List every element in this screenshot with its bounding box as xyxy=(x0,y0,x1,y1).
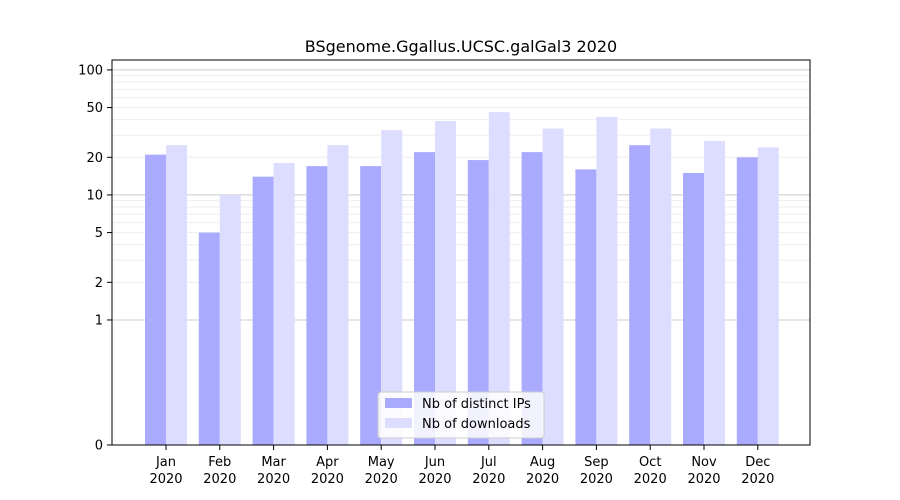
y-tick-label: 1 xyxy=(95,313,103,328)
x-tick-year: 2020 xyxy=(472,472,505,487)
x-tick-month: Nov xyxy=(691,455,717,470)
bar-distinct-ips xyxy=(145,154,166,446)
bar-distinct-ips xyxy=(414,152,435,445)
x-tick-year: 2020 xyxy=(741,472,774,487)
x-tick-label: May 2020 xyxy=(365,455,398,487)
bar-downloads xyxy=(219,194,241,445)
bar-distinct-ips xyxy=(198,232,220,445)
y-tick-label: 2 xyxy=(95,276,103,291)
x-tick-label: Nov 2020 xyxy=(687,455,720,487)
bar-downloads xyxy=(488,112,510,445)
chart-title: BSgenome.Ggallus.UCSC.galGal3 2020 xyxy=(305,37,617,56)
x-tick-month: Sep xyxy=(584,455,609,470)
x-tick-label: Apr 2020 xyxy=(311,455,344,487)
x-tick-label: Jun 2020 xyxy=(418,455,451,487)
x-tick-month: Apr xyxy=(316,455,339,470)
bar-distinct-ips xyxy=(736,157,758,445)
x-tick-month: Feb xyxy=(208,455,231,470)
x-tick-month: Jan xyxy=(155,455,176,470)
y-tick-label: 50 xyxy=(86,101,103,116)
y-axis: 0 1 2 5 10 20 50 100 xyxy=(78,63,112,454)
x-tick-month: Dec xyxy=(745,455,770,470)
bar-downloads xyxy=(650,128,672,445)
x-tick-label: Aug 2020 xyxy=(526,455,559,487)
x-tick-month: Jul xyxy=(480,455,497,470)
x-tick-month: Aug xyxy=(530,455,555,470)
x-tick-label: Jan 2020 xyxy=(149,455,182,487)
bar-downloads xyxy=(704,140,725,445)
x-tick-year: 2020 xyxy=(365,472,398,487)
bar-downloads xyxy=(381,130,403,445)
x-tick-label: Dec 2020 xyxy=(741,455,774,487)
x-tick-month: Oct xyxy=(639,455,661,470)
legend-label: Nb of downloads xyxy=(422,417,531,432)
x-tick-month: Mar xyxy=(261,455,286,470)
y-tick-label: 10 xyxy=(86,188,103,203)
x-axis: Jan 2020 Feb 2020 Mar 2020 Apr 2020 May 2020 Jun 20… xyxy=(149,445,774,487)
x-tick-year: 2020 xyxy=(257,472,290,487)
plot-frame xyxy=(111,59,811,446)
x-tick-label: Sep 2020 xyxy=(580,455,613,487)
bars xyxy=(145,112,779,446)
legend-box xyxy=(377,391,545,439)
x-tick-year: 2020 xyxy=(526,472,559,487)
legend: Nb of distinct IPs Nb of downloads xyxy=(377,391,545,439)
bar-distinct-ips xyxy=(252,176,274,445)
bar-distinct-ips xyxy=(467,160,489,445)
x-tick-label: Feb 2020 xyxy=(203,455,236,487)
bar-distinct-ips xyxy=(360,166,382,445)
x-tick-label: Jul 2020 xyxy=(472,455,505,487)
y-tick-label: 100 xyxy=(78,63,103,78)
bar-distinct-ips xyxy=(629,145,651,445)
x-tick-year: 2020 xyxy=(580,472,613,487)
bar-downloads xyxy=(757,147,779,446)
x-tick-month: Jun xyxy=(424,455,445,470)
legend-swatch xyxy=(385,418,412,428)
x-tick-year: 2020 xyxy=(418,472,451,487)
bar-distinct-ips xyxy=(575,169,597,445)
legend-label: Nb of distinct IPs xyxy=(422,397,531,412)
bar-distinct-ips xyxy=(521,152,543,445)
bar-downloads xyxy=(435,121,456,446)
bar-downloads xyxy=(596,117,618,445)
bar-distinct-ips xyxy=(306,166,328,445)
y-tick-label: 5 xyxy=(95,226,103,241)
legend-swatch xyxy=(385,398,412,408)
x-tick-year: 2020 xyxy=(687,472,720,487)
x-tick-year: 2020 xyxy=(634,472,667,487)
bar-downloads xyxy=(327,145,349,445)
y-tick-label: 20 xyxy=(86,151,103,166)
y-tick-label: 0 xyxy=(95,439,103,454)
x-tick-month: May xyxy=(368,455,395,470)
x-tick-label: Mar 2020 xyxy=(257,455,290,487)
bar-downloads xyxy=(542,128,564,445)
x-tick-label: Oct 2020 xyxy=(634,455,667,487)
x-tick-year: 2020 xyxy=(311,472,344,487)
bar-downloads xyxy=(273,163,295,445)
bar-downloads xyxy=(166,145,187,445)
x-tick-year: 2020 xyxy=(149,472,182,487)
bar-distinct-ips xyxy=(683,172,704,445)
x-tick-year: 2020 xyxy=(203,472,236,487)
